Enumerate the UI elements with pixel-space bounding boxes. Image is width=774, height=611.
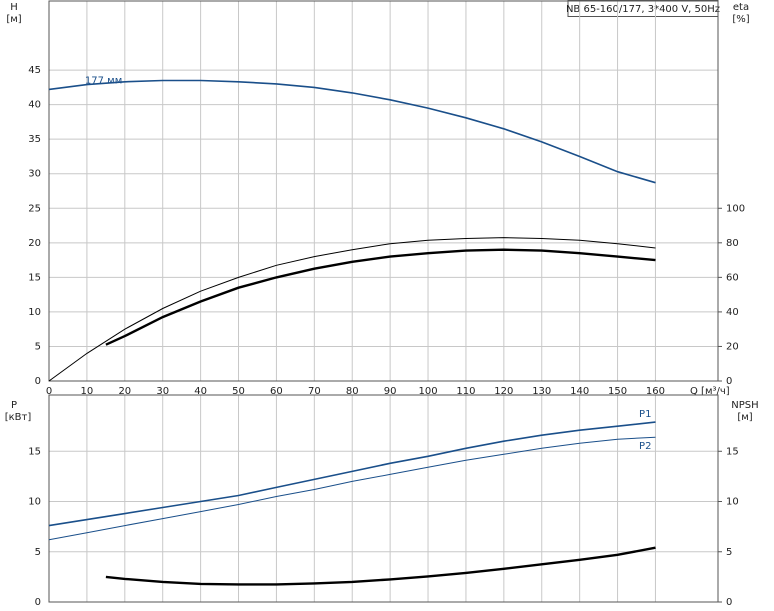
chart-title: NB 65-160/177, 3*400 V, 50Hz — [566, 4, 720, 15]
y-tick-label: 15 — [28, 272, 41, 283]
x-tick-label: 50 — [232, 386, 245, 397]
y2-tick-label: 60 — [726, 272, 739, 283]
plot-frame — [48, 0, 719, 382]
y-unit: [м] — [6, 14, 21, 25]
x-tick-label: 60 — [270, 386, 283, 397]
curve — [48, 421, 656, 527]
x-tick-label: 40 — [194, 386, 207, 397]
y-tick-label: 10 — [28, 497, 41, 508]
x-tick-label: 10 — [81, 386, 94, 397]
y-tick-label: 40 — [28, 100, 41, 111]
y-tick-label: 25 — [28, 203, 41, 214]
x-tick-label: 90 — [384, 386, 397, 397]
y2-tick-label: 20 — [726, 341, 739, 352]
x-tick-label: 150 — [608, 386, 627, 397]
y-unit: [кВт] — [5, 412, 32, 423]
y-tick-label: 0 — [35, 376, 41, 387]
x-label: Q [м³/ч] — [690, 386, 730, 397]
y2-tick-label: 0 — [726, 376, 732, 387]
series-label: P1 — [639, 409, 651, 420]
curve — [105, 546, 656, 586]
y-label: P — [11, 400, 17, 411]
y-tick-label: 5 — [35, 341, 41, 352]
x-tick-label: 80 — [346, 386, 359, 397]
y-tick-label: 0 — [35, 597, 41, 608]
y-tick-label: 45 — [28, 65, 41, 76]
x-tick-label: 20 — [118, 386, 131, 397]
y2-label: eta — [733, 2, 749, 13]
x-tick-label: 0 — [46, 386, 52, 397]
plot-frame — [48, 394, 719, 603]
x-tick-label: 110 — [456, 386, 475, 397]
series-label: P2 — [639, 441, 651, 452]
x-tick-label: 120 — [494, 386, 513, 397]
y2-tick-label: 0 — [726, 597, 732, 608]
y2-label: NPSH — [731, 400, 758, 411]
y-tick-label: 30 — [28, 169, 41, 180]
y-tick-label: 15 — [28, 446, 41, 457]
y2-tick-label: 80 — [726, 238, 739, 249]
y2-unit: [%] — [732, 14, 749, 25]
curve — [48, 79, 656, 184]
y-tick-label: 5 — [35, 547, 41, 558]
y2-tick-label: 10 — [726, 497, 739, 508]
y-tick-label: 20 — [28, 238, 41, 249]
y-label: H — [10, 2, 18, 13]
y2-tick-label: 40 — [726, 307, 739, 318]
curve — [48, 436, 656, 541]
curve — [105, 248, 656, 346]
curve — [48, 237, 656, 382]
y2-unit: [м] — [737, 412, 752, 423]
y-tick-label: 35 — [28, 134, 41, 145]
x-tick-label: 100 — [418, 386, 437, 397]
y-tick-label: 10 — [28, 307, 41, 318]
x-tick-label: 130 — [532, 386, 551, 397]
x-tick-label: 160 — [646, 386, 665, 397]
y2-tick-label: 15 — [726, 446, 739, 457]
x-tick-label: 70 — [308, 386, 321, 397]
x-tick-label: 30 — [156, 386, 169, 397]
x-tick-label: 140 — [570, 386, 589, 397]
series-label: 177 мм — [85, 76, 122, 87]
y2-tick-label: 100 — [726, 203, 745, 214]
y2-tick-label: 5 — [726, 547, 732, 558]
